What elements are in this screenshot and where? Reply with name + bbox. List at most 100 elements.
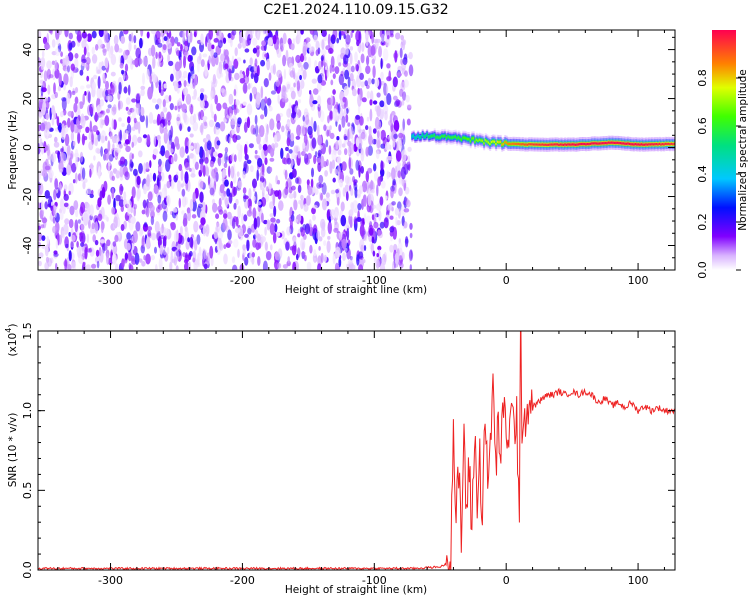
noise-blob xyxy=(331,65,335,72)
signal-segment xyxy=(573,143,576,146)
noise-blob xyxy=(323,254,327,263)
noise-blob xyxy=(123,191,127,201)
noise-blob xyxy=(338,30,342,41)
noise-blob xyxy=(133,206,136,217)
noise-blob xyxy=(332,253,336,265)
noise-blob xyxy=(300,227,305,237)
noise-blob xyxy=(313,154,317,165)
y-tick-label: 1.5 xyxy=(21,322,34,340)
noise-blob xyxy=(115,170,120,179)
noise-blob xyxy=(325,139,329,148)
noise-blob xyxy=(209,160,214,168)
signal-segment xyxy=(583,142,586,146)
noise-blob xyxy=(249,165,254,173)
noise-blob xyxy=(228,93,234,105)
noise-blob xyxy=(338,257,342,268)
noise-blob xyxy=(277,262,282,269)
signal-segment xyxy=(423,135,426,138)
noise-blob xyxy=(154,264,158,270)
noise-blob xyxy=(124,63,129,72)
noise-blob xyxy=(207,175,211,186)
signal-segment xyxy=(459,137,462,140)
noise-blob xyxy=(334,262,339,270)
noise-blob xyxy=(250,124,256,135)
noise-blob xyxy=(154,246,157,254)
noise-blob xyxy=(313,249,317,257)
noise-blob xyxy=(110,84,115,96)
noise-blob xyxy=(242,170,246,179)
noise-blob xyxy=(228,60,233,69)
noise-blob xyxy=(178,163,183,172)
noise-blob xyxy=(191,214,197,219)
noise-blob xyxy=(112,143,115,151)
noise-blob xyxy=(189,76,194,89)
noise-blob xyxy=(349,72,354,82)
noise-blob xyxy=(178,50,182,56)
noise-blob xyxy=(273,134,278,143)
noise-blob xyxy=(241,213,244,226)
noise-blob xyxy=(281,125,285,133)
noise-blob xyxy=(259,181,263,191)
signal-segment xyxy=(531,143,534,146)
signal-segment xyxy=(493,140,496,143)
noise-blob xyxy=(105,80,109,90)
noise-blob xyxy=(189,236,194,248)
noise-blob xyxy=(334,217,338,226)
noise-blob xyxy=(237,180,243,189)
noise-blob xyxy=(249,92,253,102)
noise-blob xyxy=(336,136,340,141)
noise-blob xyxy=(291,185,296,191)
noise-blob xyxy=(400,34,405,41)
noise-blob xyxy=(137,136,143,143)
noise-blob xyxy=(97,75,101,89)
signal-segment xyxy=(481,139,484,142)
noise-blob xyxy=(355,114,361,120)
noise-blob xyxy=(106,239,111,247)
noise-blob xyxy=(226,188,231,197)
noise-blob xyxy=(193,31,197,38)
noise-blob xyxy=(377,176,382,187)
noise-blob xyxy=(138,150,143,158)
noise-blob xyxy=(135,92,141,101)
noise-blob xyxy=(154,221,160,233)
signal-segment xyxy=(543,143,546,146)
noise-blob xyxy=(77,101,80,114)
noise-blob xyxy=(106,108,110,114)
noise-blob xyxy=(192,121,199,132)
noise-blob xyxy=(86,33,93,42)
noise-blob xyxy=(180,168,184,182)
noise-blob xyxy=(240,144,243,154)
noise-blob xyxy=(252,37,258,46)
noise-blob xyxy=(373,221,379,229)
noise-blob xyxy=(193,113,197,123)
noise-blob xyxy=(387,156,393,161)
noise-blob xyxy=(264,226,267,236)
noise-blob xyxy=(264,96,268,104)
noise-blob xyxy=(244,233,249,238)
noise-blob xyxy=(301,242,305,251)
noise-blob xyxy=(91,263,97,269)
noise-blob xyxy=(356,189,362,197)
noise-blob xyxy=(69,76,73,88)
noise-blob xyxy=(125,145,131,153)
snr-ticks: -300 -200 -100 0 100 0.0 0.5 1.0 1.5 xyxy=(21,322,675,587)
noise-blob xyxy=(92,125,98,133)
noise-blob xyxy=(406,104,412,109)
noise-blob xyxy=(297,99,302,104)
noise-blob xyxy=(182,70,188,79)
noise-blob xyxy=(152,74,158,84)
noise-blob xyxy=(166,111,172,122)
signal-segment xyxy=(597,142,600,145)
noise-blob xyxy=(317,95,322,108)
noise-blob xyxy=(57,124,62,132)
noise-blob xyxy=(386,93,392,105)
noise-blob xyxy=(360,244,365,254)
noise-blob xyxy=(393,95,398,101)
noise-blob xyxy=(262,260,268,270)
noise-blob xyxy=(71,261,76,270)
noise-blob xyxy=(254,58,258,67)
signal-segment xyxy=(450,136,453,139)
noise-blob xyxy=(43,121,47,126)
noise-blob xyxy=(269,157,275,162)
signal-segment xyxy=(592,142,595,145)
